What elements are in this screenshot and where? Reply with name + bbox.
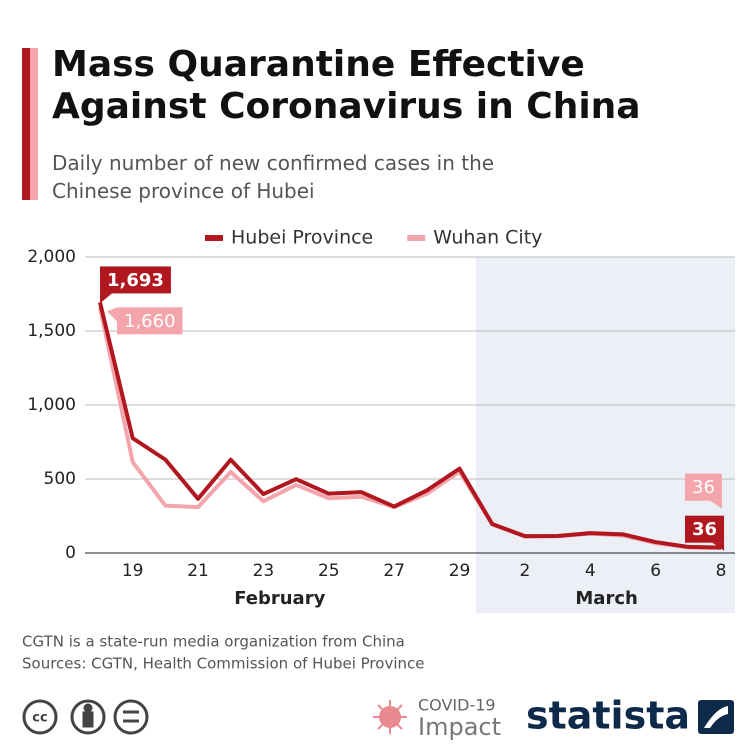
value-label-box bbox=[685, 515, 725, 543]
x-tick-label: 25 bbox=[318, 561, 340, 581]
value-label: 1,693 bbox=[100, 266, 171, 304]
y-tick-label: 1,000 bbox=[27, 395, 76, 415]
x-tick-label: 19 bbox=[122, 561, 144, 581]
statista-logo bbox=[698, 700, 734, 734]
value-label-text: 36 bbox=[692, 477, 715, 498]
x-tick-label: 23 bbox=[253, 561, 275, 581]
value-label-box bbox=[100, 266, 171, 294]
x-tick-label: 4 bbox=[585, 561, 596, 581]
brand: statista bbox=[526, 694, 690, 738]
month-shade bbox=[475, 257, 735, 613]
cc-icons: cc bbox=[22, 699, 149, 735]
y-tick-label: 500 bbox=[44, 469, 76, 489]
legend-label: Hubei Province bbox=[231, 227, 373, 249]
badge-line: COVID-19 bbox=[418, 696, 496, 715]
series-line bbox=[98, 301, 722, 550]
x-tick-label: 6 bbox=[650, 561, 661, 581]
value-label: 1,660 bbox=[107, 307, 183, 335]
value-label: 36 bbox=[685, 473, 722, 509]
y-tick-label: 1,500 bbox=[27, 321, 76, 341]
y-tick-label: 0 bbox=[65, 543, 76, 563]
value-label-pointer bbox=[100, 293, 112, 304]
x-tick-label: 29 bbox=[449, 561, 471, 581]
virus-icon bbox=[373, 700, 407, 734]
y-tick-label: 2,000 bbox=[27, 247, 76, 267]
month-label: March bbox=[575, 588, 637, 609]
value-label-pointer bbox=[107, 307, 117, 322]
value-label-text: 1,660 bbox=[124, 311, 176, 332]
footnote: CGTN is a state-run media organization f… bbox=[22, 633, 405, 651]
x-tick-label: 8 bbox=[716, 561, 727, 581]
accent-bar bbox=[30, 48, 38, 200]
value-label-text: 1,693 bbox=[107, 270, 164, 291]
value-label-text: 36 bbox=[692, 519, 717, 540]
x-tick-label: 27 bbox=[383, 561, 405, 581]
x-tick-label: 2 bbox=[519, 561, 530, 581]
value-label-pointer bbox=[712, 542, 725, 551]
value-label-box bbox=[117, 307, 183, 335]
footnote: Sources: CGTN, Health Commission of Hube… bbox=[22, 655, 424, 673]
value-label-box bbox=[685, 473, 722, 501]
month-label: February bbox=[234, 588, 325, 609]
svg-text:cc: cc bbox=[32, 711, 47, 726]
chart-subtitle: Daily number of new confirmed cases in t… bbox=[52, 151, 494, 203]
value-label-pointer bbox=[709, 500, 722, 509]
chart-title: Mass Quarantine Effective Against Coronav… bbox=[52, 44, 641, 127]
badge-line: Impact bbox=[418, 713, 501, 741]
accent-bar bbox=[22, 48, 30, 200]
x-tick-label: 21 bbox=[187, 561, 209, 581]
legend-label: Wuhan City bbox=[433, 227, 542, 249]
value-label: 36 bbox=[685, 515, 725, 551]
